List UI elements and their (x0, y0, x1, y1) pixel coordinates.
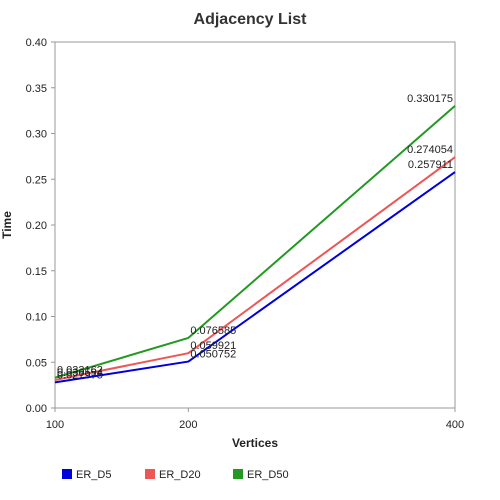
x-tick-label: 400 (446, 419, 464, 431)
data-label: 0.059921 (190, 340, 236, 352)
data-label: 0.274054 (407, 144, 453, 156)
x-tick-label: 200 (179, 419, 197, 431)
data-label: 0.027975 (57, 369, 103, 381)
data-label: 0.076585 (190, 325, 236, 337)
data-label: 0.030594 (57, 367, 103, 379)
legend-swatch-er_d20 (145, 469, 155, 479)
legend-label-er_d20: ER_D20 (159, 469, 201, 481)
legend-label-er_d50: ER_D50 (247, 469, 289, 481)
chart-title: Adjacency List (194, 11, 308, 28)
y-tick-label: 0.25 (26, 174, 47, 186)
y-axis: 0.00 0.05 0.10 0.15 0.20 0.25 0.30 0.35 0.40 (26, 37, 55, 415)
data-labels: 0.027975 0.050752 0.257911 0.030594 0.059921… (57, 93, 453, 382)
data-label: 0.033162 (57, 365, 103, 377)
data-label: 0.257911 (408, 159, 453, 171)
legend-label-er_d5: ER_D5 (76, 469, 111, 481)
legend-swatch-er_d50 (233, 469, 243, 479)
y-tick-label: 0.30 (26, 129, 47, 141)
x-tick-label: 100 (46, 419, 64, 431)
series-line-er_d50 (54, 105, 456, 379)
y-tick-label: 0.05 (26, 357, 47, 369)
series-lines (54, 105, 456, 384)
y-tick-label: 0.20 (26, 220, 47, 232)
y-axis-title: Time (0, 211, 14, 239)
series-line-er_d5 (54, 171, 456, 384)
y-tick-label: 0.00 (26, 403, 47, 415)
y-tick-label: 0.40 (26, 37, 47, 49)
y-tick-label: 0.15 (26, 266, 47, 278)
plot-area-frame (54, 41, 456, 409)
x-axis: 100 200 400 (46, 408, 464, 431)
x-axis-title: Vertices (232, 436, 278, 450)
legend: ER_D5 ER_D20 ER_D50 (62, 469, 289, 481)
data-label: 0.050752 (190, 349, 236, 361)
legend-swatch-er_d5 (62, 469, 72, 479)
y-tick-label: 0.35 (26, 83, 47, 95)
y-tick-label: 0.10 (26, 312, 47, 324)
data-label: 0.330175 (407, 93, 453, 105)
series-line-er_d20 (54, 156, 456, 381)
